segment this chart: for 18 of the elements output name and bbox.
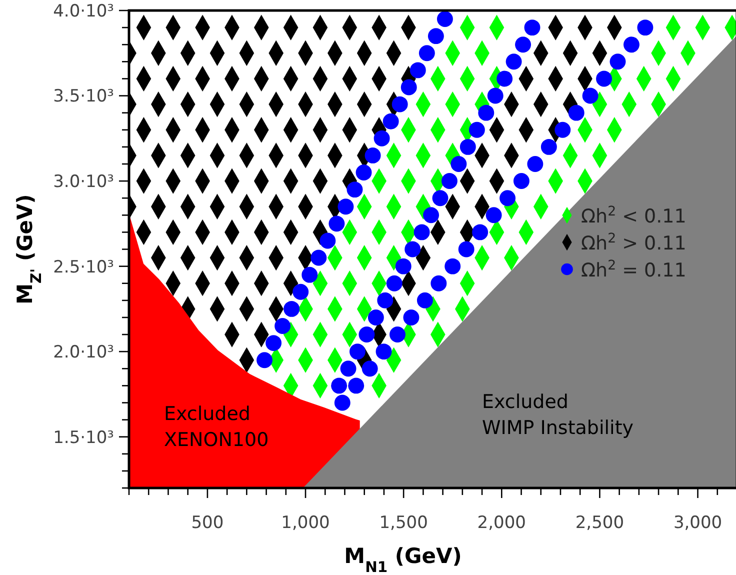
x-tick-label: 500 bbox=[191, 513, 224, 533]
legend-label: Ωh$^{2}$ > 0.11 bbox=[581, 230, 686, 254]
annotation: Excluded WIMP Instability bbox=[482, 391, 634, 439]
x-tick-label: 3,000 bbox=[673, 513, 722, 533]
y-tick-label: 4.0·10³ bbox=[53, 1, 114, 22]
legend-label: Ωh$^{2}$ < 0.11 bbox=[581, 204, 686, 228]
x-tick-label: 1,500 bbox=[379, 513, 428, 533]
x-axis-title: M$_{N1}$ (GeV) bbox=[344, 544, 462, 575]
y-tick-label: 1.5·10³ bbox=[53, 428, 114, 448]
y-tick-label: 3.0·10³ bbox=[53, 172, 114, 192]
legend-label: Ωh$^{2}$ = 0.11 bbox=[581, 258, 686, 282]
y-tick-label: 2.5·10³ bbox=[53, 257, 114, 278]
x-tick-label: 1,000 bbox=[281, 513, 330, 533]
x-tick-label: 2,000 bbox=[477, 513, 526, 533]
annotation: Excluded XENON100 bbox=[164, 403, 269, 451]
x-tick-label: 2,500 bbox=[575, 513, 624, 533]
y-tick-label: 3.5·10³ bbox=[53, 86, 114, 107]
y-tick-label: 2.0·10³ bbox=[53, 342, 114, 363]
